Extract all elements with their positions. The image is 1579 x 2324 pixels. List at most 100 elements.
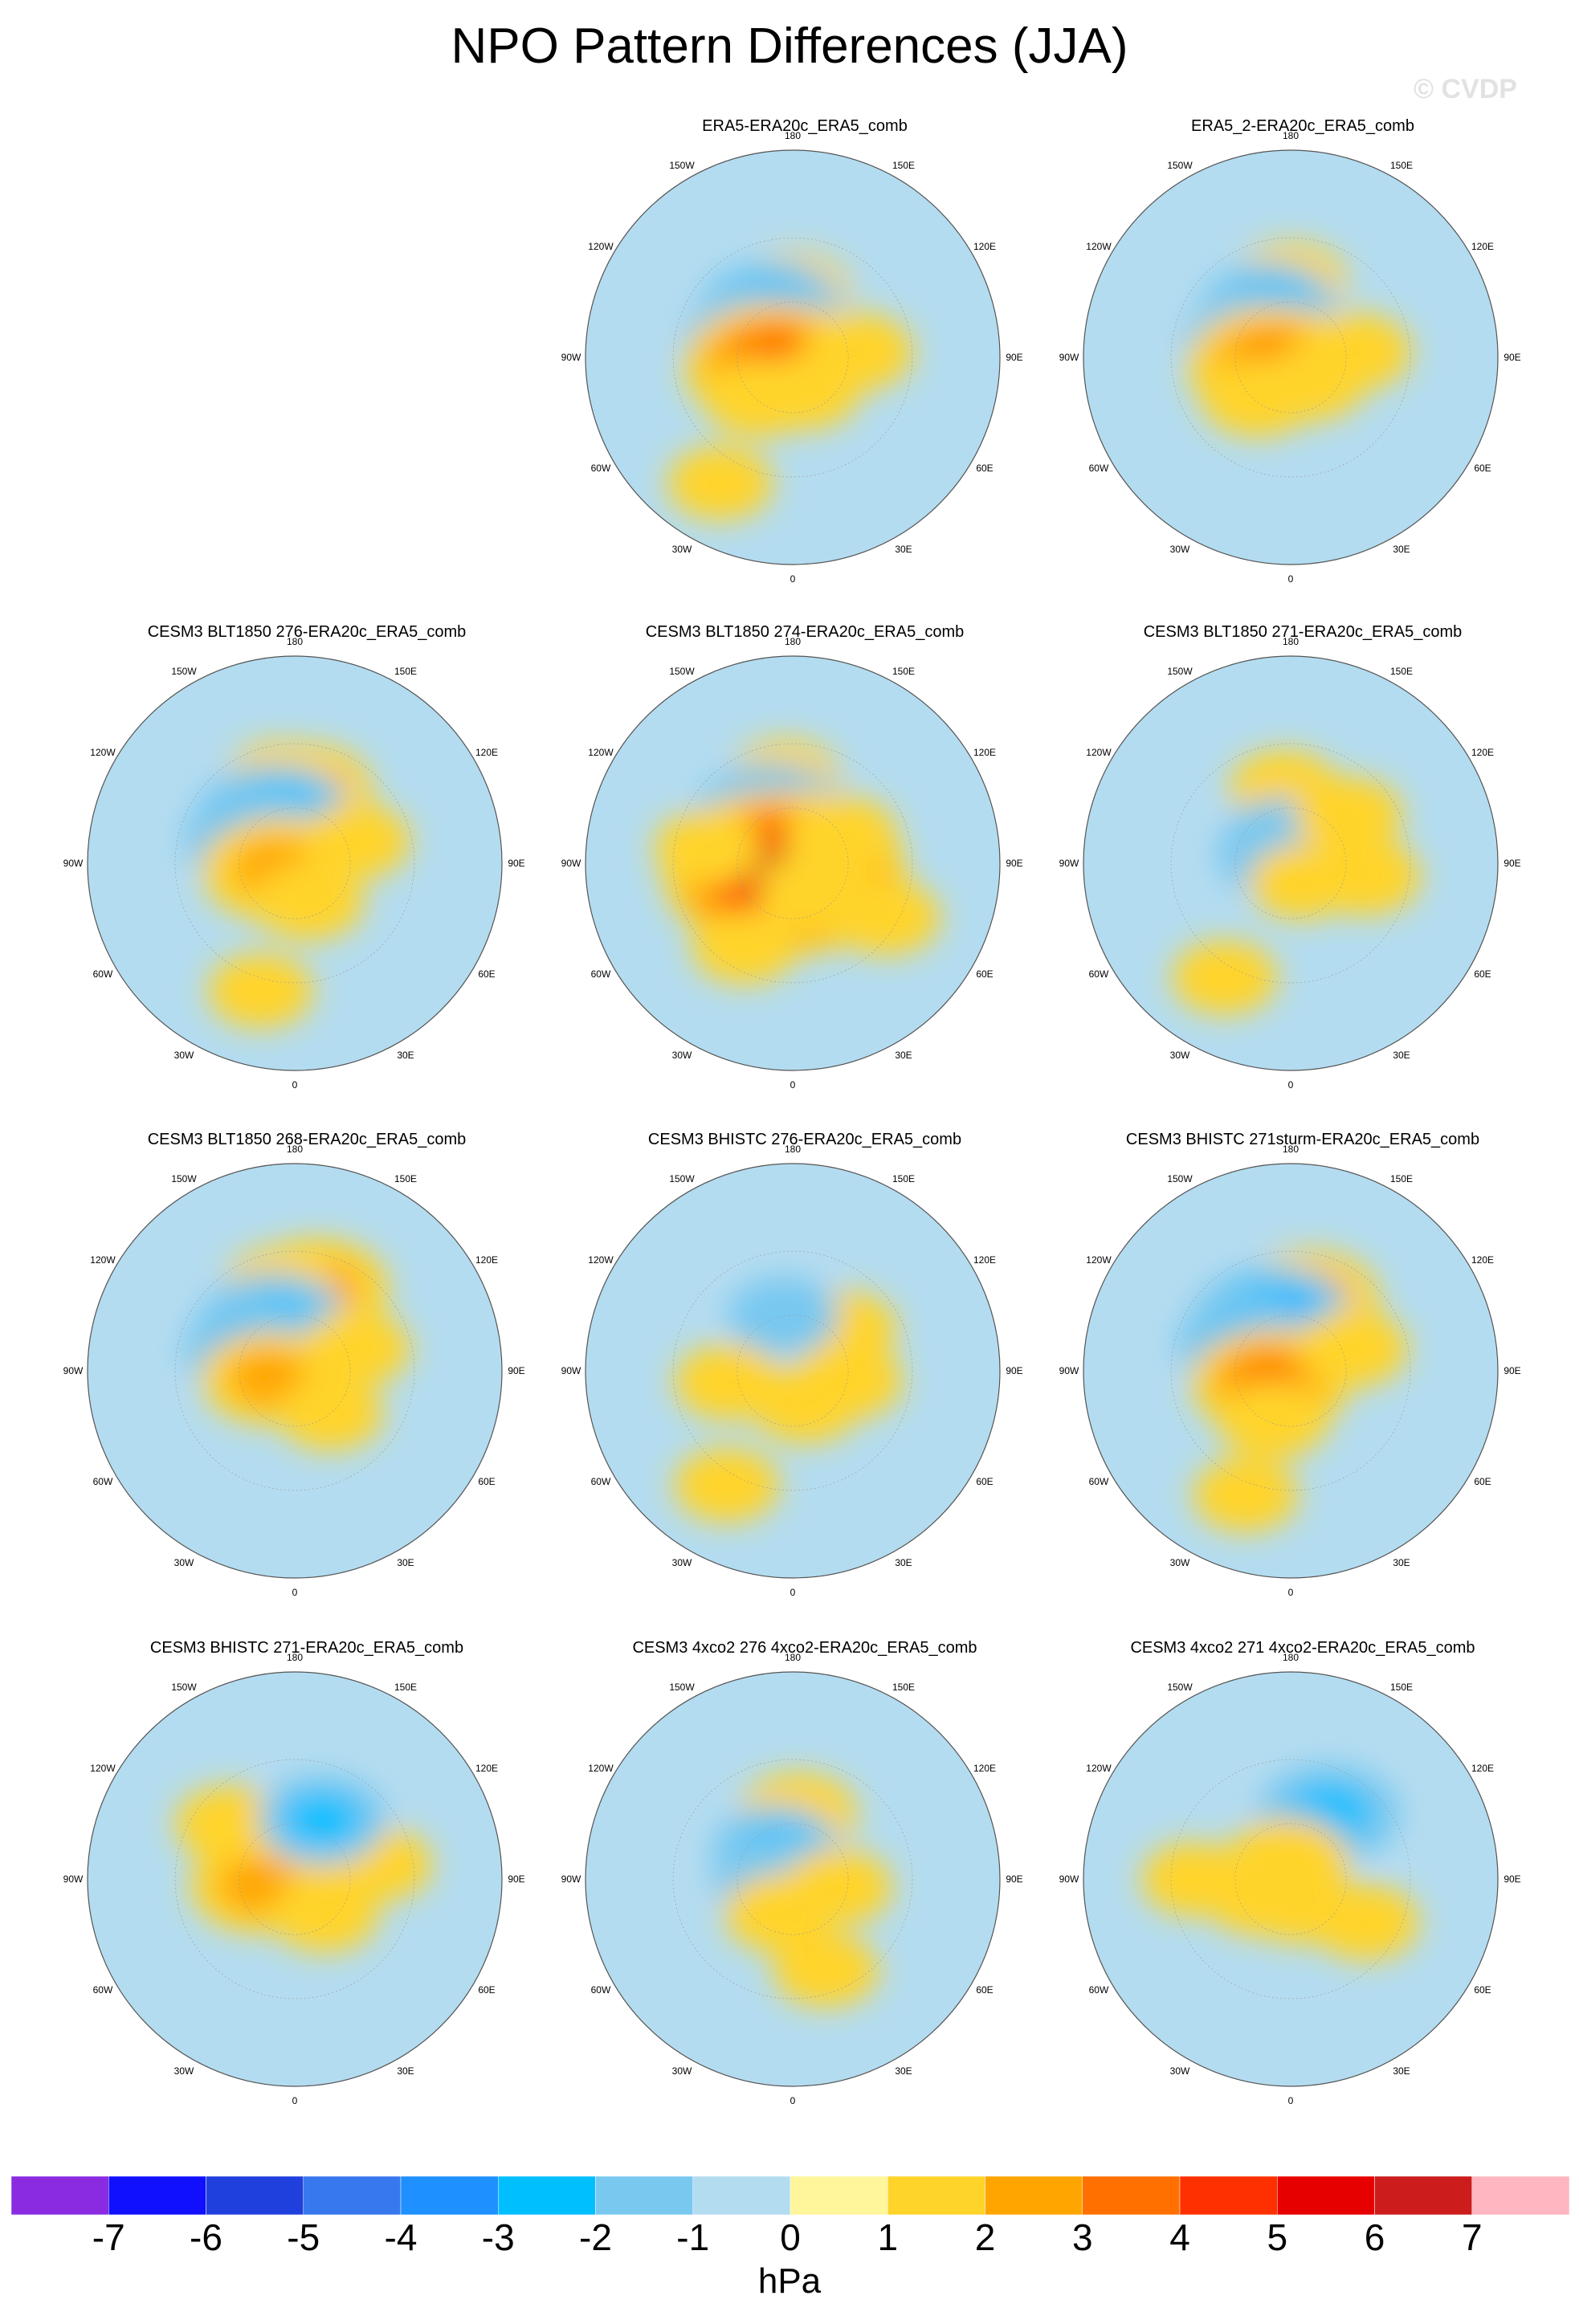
lon-label: 90W [561,352,581,363]
latitude-circle [174,743,415,984]
lon-label: 90E [508,1873,524,1885]
lon-label: 120E [973,1254,996,1266]
lon-label: 90E [1006,858,1022,869]
colorbar-swatch [595,2176,693,2215]
lon-label: 30E [1393,1050,1410,1061]
map-panel: CESM3 BHISTC 271sturm-ERA20c_ERA5_comb 18… [1059,1130,1528,1644]
lon-label: 60W [1089,463,1109,474]
latitude-circle [239,807,351,919]
latitude-circle [1234,1315,1347,1427]
lon-label: 120W [588,1254,614,1266]
lon-label: 60W [1089,968,1109,980]
lon-label: 90W [561,858,581,869]
latitude-circle [1234,301,1347,414]
lon-label: 150E [892,1173,915,1184]
polar-map: 180 150E 120E 90E 60E 30E 0 30W 60W 90W 120W 150W [63,1652,525,2106]
anomaly-contour [1141,1841,1247,1917]
lon-label: 90E [508,1365,524,1376]
lon-label: 150W [669,160,695,171]
lon-label: 90E [1504,1365,1520,1376]
latitude-circle [736,807,849,919]
colorbar-tick-label: -1 [676,2216,710,2258]
lon-label: 120W [90,1763,116,1774]
lon-label: 150W [1167,1682,1193,1693]
panel-title: CESM3 BLT1850 271-ERA20c_ERA5_comb [1143,623,1463,641]
lon-label: 150W [171,1173,197,1184]
polar-map: 180 150E 120E 90E 60E 30E 0 30W 60W 90W 120W 150W [1059,1144,1521,1598]
map-panel: CESM3 BLT1850 274-ERA20c_ERA5_comb 180 150… [561,622,1030,1136]
map-border [585,655,1001,1071]
anomaly-contour [1294,777,1403,854]
colorbar-swatch [1374,2176,1472,2215]
map-border [1083,1163,1499,1579]
latitude-circle [1170,743,1411,984]
map-panel: ERA5-ERA20c_ERA5_comb 180 150E 120E 90E 60E 30… [561,116,1030,630]
panel-title: CESM3 BLT1850 276-ERA20c_ERA5_comb [147,623,467,641]
anomaly-contour [302,802,410,879]
map-border [87,655,503,1071]
lon-label: 60W [1089,1476,1109,1487]
latitude-circle [1234,1823,1347,1935]
anomaly-contour [773,1932,879,2008]
lon-label: 150W [171,1682,197,1693]
anomaly-contour [1172,940,1278,1015]
lon-label: 90W [1059,858,1079,869]
lon-label: 30E [895,1557,912,1568]
anomaly-contour [667,446,773,520]
colorbar-swatch [790,2176,888,2215]
latitude-circle [1170,237,1411,478]
anomaly-contour [674,1447,780,1523]
anomaly-contour [1311,1883,1419,1961]
polar-map: 180 150E 120E 90E 60E 30E 0 30W 60W 90W 120W 150W [1059,1652,1521,2106]
lon-label: 180 [1283,636,1299,647]
panel-title: CESM3 BLT1850 268-ERA20c_ERA5_comb [147,1131,467,1148]
panel-title: CESM3 4xco2 276 4xco2-ERA20c_ERA5_comb [632,1639,977,1657]
lon-label: 90E [1006,1365,1022,1376]
map-border [585,149,1001,565]
colorbar-tick-label: 7 [1461,2216,1483,2258]
lon-label: 30E [895,2065,912,2077]
lon-label: 60E [976,1476,993,1487]
anomaly-contour [207,953,314,1029]
latitude-circle [672,743,913,984]
lon-label: 120E [973,747,996,758]
panel-title: CESM3 BHISTC 271sturm-ERA20c_ERA5_comb [1125,1131,1480,1148]
lon-label: 30W [672,1557,692,1568]
anomaly-contour [751,1367,859,1444]
lon-label: 30E [1393,2065,1410,2077]
lon-label: 90W [63,1873,84,1885]
lon-label: 120W [1086,1763,1112,1774]
lon-label: 120E [475,1254,498,1266]
lon-label: 150W [669,1682,695,1693]
lon-label: 60E [976,968,993,980]
colorbar-tick-label: -4 [384,2216,418,2258]
lon-label: 30W [1170,544,1190,555]
colorbar-tick-label: 6 [1364,2216,1385,2258]
lon-label: 120W [1086,241,1112,252]
anomaly-contour [1193,1458,1299,1532]
latitude-circle [239,1315,351,1427]
lon-label: 120E [475,747,498,758]
lon-label: 60E [478,968,495,980]
lon-label: 90W [1059,1873,1079,1885]
colorbar-unit: hPa [757,2261,822,2301]
panel-title: ERA5-ERA20c_ERA5_comb [702,117,908,135]
lon-label: 30E [895,1050,912,1061]
latitude-circle [1234,807,1347,919]
lon-label: 90E [508,858,524,869]
lon-label: 150E [394,666,417,677]
anomaly-contour [727,1277,839,1356]
lon-label: 120E [973,1763,996,1774]
lon-label: 60E [478,1984,495,1996]
lon-label: 120W [588,1763,614,1774]
lon-label: 60W [591,1984,611,1996]
latitude-circle [672,1759,913,2000]
lon-label: 0 [292,2095,298,2106]
anomaly-contour [252,862,365,940]
colorbar-tick-label: 3 [1071,2216,1093,2258]
lon-label: 90E [1504,1873,1520,1885]
colorbar-swatch [887,2176,985,2215]
polar-map: 180 150E 120E 90E 60E 30E 0 30W 60W 90W 120W 150W [561,636,1023,1091]
lon-label: 60E [1474,463,1491,474]
lon-label: 60E [1474,1476,1491,1487]
